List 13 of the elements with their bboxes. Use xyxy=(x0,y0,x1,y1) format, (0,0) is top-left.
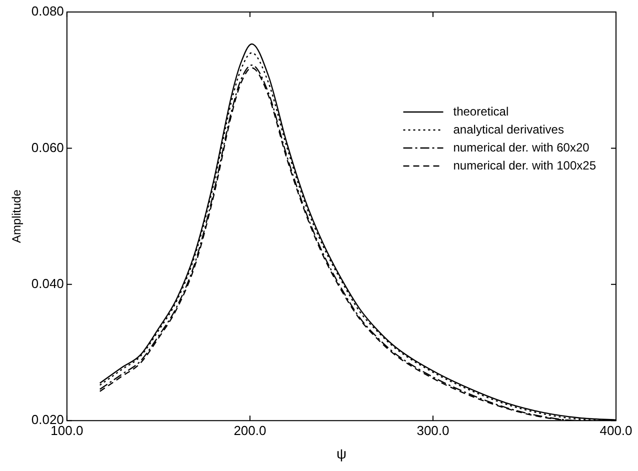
x-axis-title: ψ xyxy=(336,445,346,462)
legend-label: theoretical xyxy=(453,104,509,118)
legend-label: numerical der. with 60x20 xyxy=(453,140,590,154)
x-tick-label: 400.0 xyxy=(600,422,632,438)
legend-label: numerical der. with 100x25 xyxy=(453,158,596,172)
y-tick-label: 0.040 xyxy=(31,276,64,291)
y-tick-label: 0.020 xyxy=(31,412,64,428)
y-axis-title: Amplitude xyxy=(10,189,24,243)
y-tick-label: 0.080 xyxy=(31,4,64,19)
legend-label: analytical derivatives xyxy=(453,122,564,136)
x-tick-label: 300.0 xyxy=(416,422,450,438)
x-tick-label: 200.0 xyxy=(234,422,266,438)
y-tick-label: 0.060 xyxy=(31,140,64,155)
